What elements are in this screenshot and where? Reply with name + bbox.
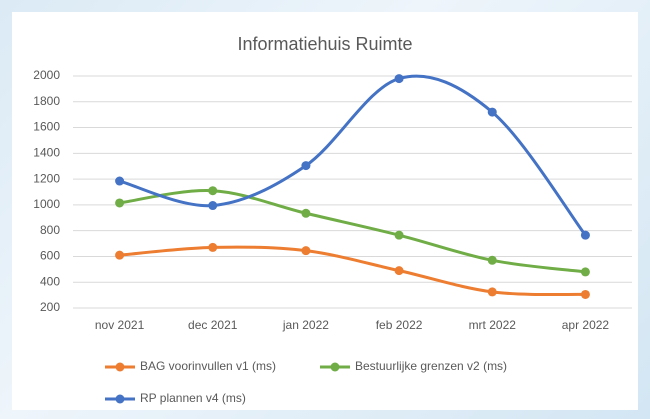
point [115, 198, 125, 208]
point [580, 289, 590, 299]
point [115, 250, 125, 260]
y-tick-label: 1600 [33, 120, 60, 134]
y-tick-label: 800 [40, 223, 60, 237]
x-tick-label: dec 2021 [188, 318, 238, 332]
x-tick-label: mrt 2022 [469, 318, 517, 332]
legend-label: Bestuurlijke grenzen v2 (ms) [355, 359, 507, 373]
point [487, 287, 497, 297]
point [115, 176, 125, 186]
chart-panel [12, 12, 638, 410]
legend-label: BAG voorinvullen v1 (ms) [140, 359, 276, 373]
y-tick-label: 400 [40, 274, 60, 288]
series-line [119, 189, 586, 274]
legend-label: RP plannen v4 (ms) [140, 391, 246, 405]
x-tick-label: apr 2022 [562, 318, 610, 332]
point [208, 201, 218, 211]
point [301, 246, 311, 256]
y-tick-label: 1400 [33, 146, 60, 160]
y-tick-label: 600 [40, 249, 60, 263]
series-line [119, 245, 586, 297]
point [394, 230, 404, 240]
point [487, 255, 497, 265]
y-tick-label: 2000 [33, 68, 60, 82]
x-tick-label: jan 2022 [282, 318, 329, 332]
point [394, 266, 404, 276]
point [394, 74, 404, 84]
point [301, 161, 311, 171]
point [301, 208, 311, 218]
x-tick-label: feb 2022 [376, 318, 423, 332]
point [580, 267, 590, 277]
point [487, 107, 497, 117]
legend-marker [115, 394, 125, 404]
y-tick-label: 1800 [33, 94, 60, 108]
y-tick-label: 200 [40, 300, 60, 314]
y-tick-label: 1000 [33, 197, 60, 211]
legend-marker [330, 362, 340, 372]
chart-title: Informatiehuis Ruimte [237, 34, 412, 54]
point [208, 186, 218, 196]
legend-marker [115, 362, 125, 372]
point [208, 242, 218, 252]
y-tick-label: 1200 [33, 171, 60, 185]
x-tick-label: nov 2021 [95, 318, 145, 332]
point [580, 230, 590, 240]
